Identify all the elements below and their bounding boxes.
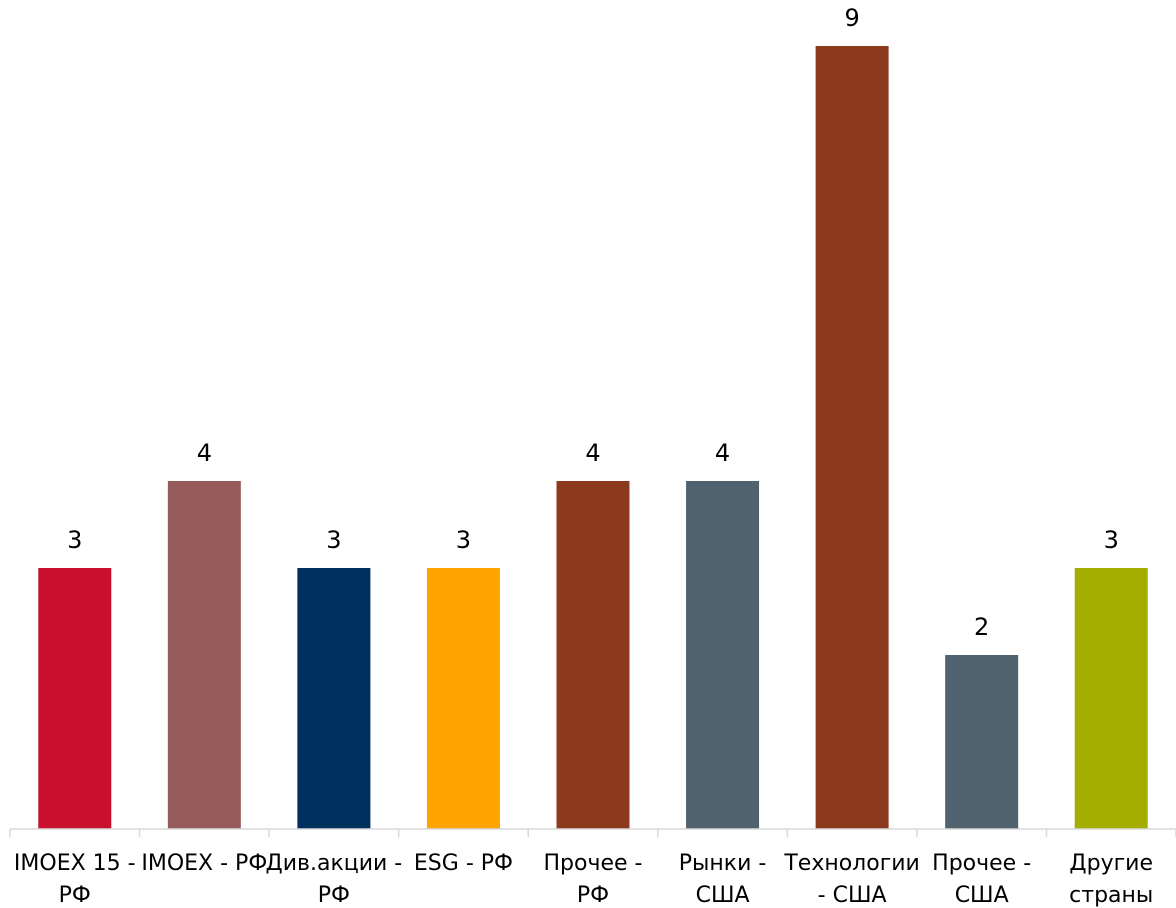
category-label-line: Прочее -	[544, 851, 643, 876]
bar	[556, 481, 630, 829]
category-label: Другие страны	[1069, 851, 1153, 908]
bar	[167, 481, 241, 829]
category-label-line: РФ	[577, 883, 609, 908]
value-labels-group: 3 4 3 3 4 4 9 2 3	[67, 4, 1119, 641]
bar	[686, 481, 760, 829]
data-label: 4	[197, 439, 212, 467]
category-label-line: Див.акции -	[266, 851, 403, 876]
category-label-line: Другие	[1069, 851, 1153, 876]
data-label: 3	[456, 526, 471, 554]
category-label-line: IMOEX - РФ	[141, 851, 267, 876]
category-label-line: IMOEX 15 -	[14, 851, 136, 876]
category-label: Технологии - США	[783, 851, 920, 908]
bars-group	[38, 46, 1148, 829]
bar	[426, 568, 500, 829]
category-label: Прочее - РФ	[544, 851, 643, 908]
bar	[297, 568, 371, 829]
data-label: 3	[67, 526, 82, 554]
bar	[38, 568, 112, 829]
data-label: 4	[585, 439, 600, 467]
category-label-line: страны	[1069, 883, 1153, 908]
category-label: IMOEX - РФ	[141, 851, 267, 876]
category-label: ESG - РФ	[414, 851, 513, 876]
bar	[815, 46, 889, 829]
category-label-line: - США	[818, 883, 887, 908]
category-label: Див.акции - РФ	[266, 851, 403, 908]
data-label: 4	[715, 439, 730, 467]
x-axis-ticks	[9, 829, 1176, 837]
category-label-line: РФ	[318, 883, 350, 908]
category-label-line: Технологии	[783, 851, 920, 876]
category-label-line: США	[955, 883, 1009, 908]
data-label: 3	[1104, 526, 1119, 554]
category-label-line: Рынки -	[679, 851, 767, 876]
data-label: 9	[844, 4, 859, 32]
bar	[945, 655, 1019, 829]
data-label: 2	[974, 613, 989, 641]
bar	[1074, 568, 1148, 829]
category-label-line: ESG - РФ	[414, 851, 513, 876]
category-label-line: РФ	[59, 883, 91, 908]
category-label-line: США	[696, 883, 750, 908]
category-label: IMOEX 15 - РФ	[14, 851, 136, 908]
data-label: 3	[326, 526, 341, 554]
category-label-line: Прочее -	[932, 851, 1031, 876]
category-label: Прочее - США	[932, 851, 1031, 908]
category-label: Рынки - США	[679, 851, 767, 908]
